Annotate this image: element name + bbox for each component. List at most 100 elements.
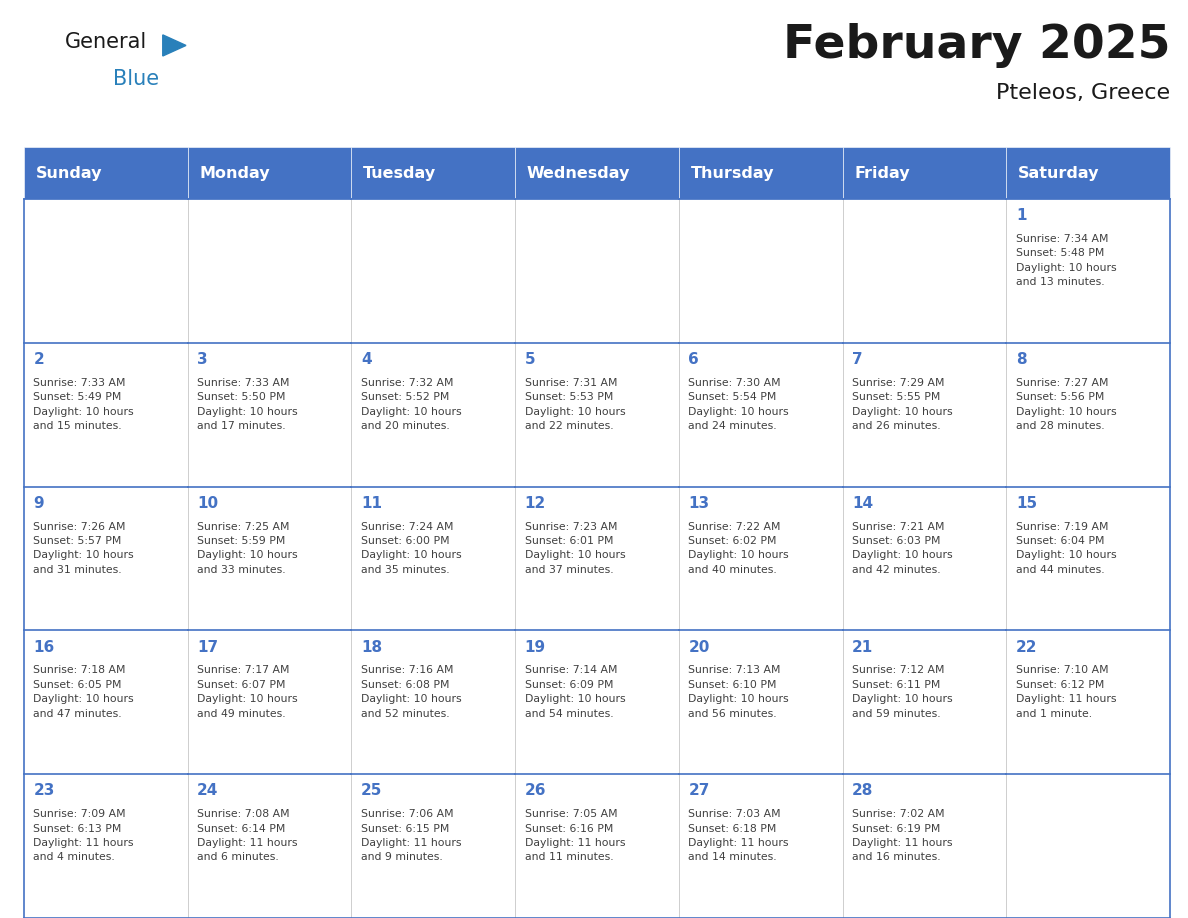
Bar	[842, 147, 1006, 199]
Text: 25: 25	[361, 783, 383, 799]
Text: Sunrise: 7:03 AM
Sunset: 6:18 PM
Daylight: 11 hours
and 14 minutes.: Sunrise: 7:03 AM Sunset: 6:18 PM Dayligh…	[688, 809, 789, 862]
Text: Tuesday: Tuesday	[364, 165, 436, 181]
Bar	[1006, 631, 1170, 774]
Text: 16: 16	[33, 640, 55, 655]
Text: Wednesday: Wednesday	[527, 165, 631, 181]
Bar	[516, 199, 678, 343]
Text: Sunrise: 7:18 AM
Sunset: 6:05 PM
Daylight: 10 hours
and 47 minutes.: Sunrise: 7:18 AM Sunset: 6:05 PM Dayligh…	[33, 666, 134, 719]
Text: Sunrise: 7:12 AM
Sunset: 6:11 PM
Daylight: 10 hours
and 59 minutes.: Sunrise: 7:12 AM Sunset: 6:11 PM Dayligh…	[852, 666, 953, 719]
Bar	[1006, 487, 1170, 631]
Bar	[516, 631, 678, 774]
Bar	[516, 343, 678, 487]
Text: Sunday: Sunday	[36, 165, 102, 181]
Bar	[188, 343, 352, 487]
Text: 24: 24	[197, 783, 219, 799]
Text: Sunrise: 7:05 AM
Sunset: 6:16 PM
Daylight: 11 hours
and 11 minutes.: Sunrise: 7:05 AM Sunset: 6:16 PM Dayligh…	[525, 809, 625, 862]
Text: Sunrise: 7:14 AM
Sunset: 6:09 PM
Daylight: 10 hours
and 54 minutes.: Sunrise: 7:14 AM Sunset: 6:09 PM Dayligh…	[525, 666, 625, 719]
Bar	[352, 343, 516, 487]
Text: Sunrise: 7:30 AM
Sunset: 5:54 PM
Daylight: 10 hours
and 24 minutes.: Sunrise: 7:30 AM Sunset: 5:54 PM Dayligh…	[688, 378, 789, 431]
Text: Saturday: Saturday	[1018, 165, 1100, 181]
Text: Sunrise: 7:21 AM
Sunset: 6:03 PM
Daylight: 10 hours
and 42 minutes.: Sunrise: 7:21 AM Sunset: 6:03 PM Dayligh…	[852, 521, 953, 575]
Text: 26: 26	[525, 783, 546, 799]
Text: Sunrise: 7:27 AM
Sunset: 5:56 PM
Daylight: 10 hours
and 28 minutes.: Sunrise: 7:27 AM Sunset: 5:56 PM Dayligh…	[1016, 378, 1117, 431]
Text: Sunrise: 7:09 AM
Sunset: 6:13 PM
Daylight: 11 hours
and 4 minutes.: Sunrise: 7:09 AM Sunset: 6:13 PM Dayligh…	[33, 809, 134, 862]
Bar	[352, 774, 516, 918]
Text: 20: 20	[688, 640, 709, 655]
Bar	[678, 487, 842, 631]
Bar	[24, 774, 188, 918]
Text: 17: 17	[197, 640, 219, 655]
Text: 9: 9	[33, 496, 44, 511]
Text: 27: 27	[688, 783, 709, 799]
Bar	[678, 343, 842, 487]
Text: Sunrise: 7:25 AM
Sunset: 5:59 PM
Daylight: 10 hours
and 33 minutes.: Sunrise: 7:25 AM Sunset: 5:59 PM Dayligh…	[197, 521, 298, 575]
Bar	[1006, 199, 1170, 343]
Text: 21: 21	[852, 640, 873, 655]
Text: 22: 22	[1016, 640, 1037, 655]
Text: 23: 23	[33, 783, 55, 799]
Text: Sunrise: 7:34 AM
Sunset: 5:48 PM
Daylight: 10 hours
and 13 minutes.: Sunrise: 7:34 AM Sunset: 5:48 PM Dayligh…	[1016, 234, 1117, 287]
Text: 13: 13	[688, 496, 709, 511]
Text: Sunrise: 7:29 AM
Sunset: 5:55 PM
Daylight: 10 hours
and 26 minutes.: Sunrise: 7:29 AM Sunset: 5:55 PM Dayligh…	[852, 378, 953, 431]
Text: Sunrise: 7:32 AM
Sunset: 5:52 PM
Daylight: 10 hours
and 20 minutes.: Sunrise: 7:32 AM Sunset: 5:52 PM Dayligh…	[361, 378, 461, 431]
Text: Sunrise: 7:13 AM
Sunset: 6:10 PM
Daylight: 10 hours
and 56 minutes.: Sunrise: 7:13 AM Sunset: 6:10 PM Dayligh…	[688, 666, 789, 719]
Text: Thursday: Thursday	[690, 165, 775, 181]
Bar	[1006, 147, 1170, 199]
Text: Sunrise: 7:06 AM
Sunset: 6:15 PM
Daylight: 11 hours
and 9 minutes.: Sunrise: 7:06 AM Sunset: 6:15 PM Dayligh…	[361, 809, 461, 862]
Polygon shape	[163, 35, 187, 56]
Text: Sunrise: 7:33 AM
Sunset: 5:49 PM
Daylight: 10 hours
and 15 minutes.: Sunrise: 7:33 AM Sunset: 5:49 PM Dayligh…	[33, 378, 134, 431]
Text: Sunrise: 7:31 AM
Sunset: 5:53 PM
Daylight: 10 hours
and 22 minutes.: Sunrise: 7:31 AM Sunset: 5:53 PM Dayligh…	[525, 378, 625, 431]
Text: 6: 6	[688, 353, 699, 367]
Bar	[1006, 774, 1170, 918]
Bar	[24, 487, 188, 631]
Text: Sunrise: 7:23 AM
Sunset: 6:01 PM
Daylight: 10 hours
and 37 minutes.: Sunrise: 7:23 AM Sunset: 6:01 PM Dayligh…	[525, 521, 625, 575]
Bar	[188, 774, 352, 918]
Text: Pteleos, Greece: Pteleos, Greece	[996, 83, 1170, 103]
Text: 15: 15	[1016, 496, 1037, 511]
Text: 1: 1	[1016, 208, 1026, 223]
Text: 14: 14	[852, 496, 873, 511]
Text: Sunrise: 7:02 AM
Sunset: 6:19 PM
Daylight: 11 hours
and 16 minutes.: Sunrise: 7:02 AM Sunset: 6:19 PM Dayligh…	[852, 809, 953, 862]
Text: 7: 7	[852, 353, 862, 367]
Bar	[188, 631, 352, 774]
Bar	[188, 147, 352, 199]
Text: Sunrise: 7:17 AM
Sunset: 6:07 PM
Daylight: 10 hours
and 49 minutes.: Sunrise: 7:17 AM Sunset: 6:07 PM Dayligh…	[197, 666, 298, 719]
Bar	[842, 487, 1006, 631]
Bar	[24, 343, 188, 487]
Text: 12: 12	[525, 496, 545, 511]
Text: General: General	[65, 32, 147, 52]
Text: Sunrise: 7:24 AM
Sunset: 6:00 PM
Daylight: 10 hours
and 35 minutes.: Sunrise: 7:24 AM Sunset: 6:00 PM Dayligh…	[361, 521, 461, 575]
Text: 8: 8	[1016, 353, 1026, 367]
Text: 10: 10	[197, 496, 219, 511]
Text: Sunrise: 7:08 AM
Sunset: 6:14 PM
Daylight: 11 hours
and 6 minutes.: Sunrise: 7:08 AM Sunset: 6:14 PM Dayligh…	[197, 809, 297, 862]
Text: Sunrise: 7:16 AM
Sunset: 6:08 PM
Daylight: 10 hours
and 52 minutes.: Sunrise: 7:16 AM Sunset: 6:08 PM Dayligh…	[361, 666, 461, 719]
Text: 18: 18	[361, 640, 381, 655]
Text: 28: 28	[852, 783, 873, 799]
Bar	[678, 631, 842, 774]
Bar	[24, 199, 188, 343]
Text: Sunrise: 7:10 AM
Sunset: 6:12 PM
Daylight: 11 hours
and 1 minute.: Sunrise: 7:10 AM Sunset: 6:12 PM Dayligh…	[1016, 666, 1117, 719]
Text: 5: 5	[525, 353, 536, 367]
Bar	[842, 631, 1006, 774]
Bar	[842, 199, 1006, 343]
Text: Sunrise: 7:22 AM
Sunset: 6:02 PM
Daylight: 10 hours
and 40 minutes.: Sunrise: 7:22 AM Sunset: 6:02 PM Dayligh…	[688, 521, 789, 575]
Bar	[24, 631, 188, 774]
Text: Sunrise: 7:19 AM
Sunset: 6:04 PM
Daylight: 10 hours
and 44 minutes.: Sunrise: 7:19 AM Sunset: 6:04 PM Dayligh…	[1016, 521, 1117, 575]
Text: 19: 19	[525, 640, 545, 655]
Text: Monday: Monday	[200, 165, 270, 181]
Text: Sunrise: 7:33 AM
Sunset: 5:50 PM
Daylight: 10 hours
and 17 minutes.: Sunrise: 7:33 AM Sunset: 5:50 PM Dayligh…	[197, 378, 298, 431]
Bar	[842, 343, 1006, 487]
Text: 3: 3	[197, 353, 208, 367]
Bar	[842, 774, 1006, 918]
Bar	[678, 199, 842, 343]
Text: 2: 2	[33, 353, 44, 367]
Text: Friday: Friday	[854, 165, 910, 181]
Bar	[352, 147, 516, 199]
Bar	[678, 774, 842, 918]
Bar	[516, 487, 678, 631]
Bar	[1006, 343, 1170, 487]
Text: 4: 4	[361, 353, 372, 367]
Bar	[188, 487, 352, 631]
Bar	[352, 199, 516, 343]
Text: Sunrise: 7:26 AM
Sunset: 5:57 PM
Daylight: 10 hours
and 31 minutes.: Sunrise: 7:26 AM Sunset: 5:57 PM Dayligh…	[33, 521, 134, 575]
